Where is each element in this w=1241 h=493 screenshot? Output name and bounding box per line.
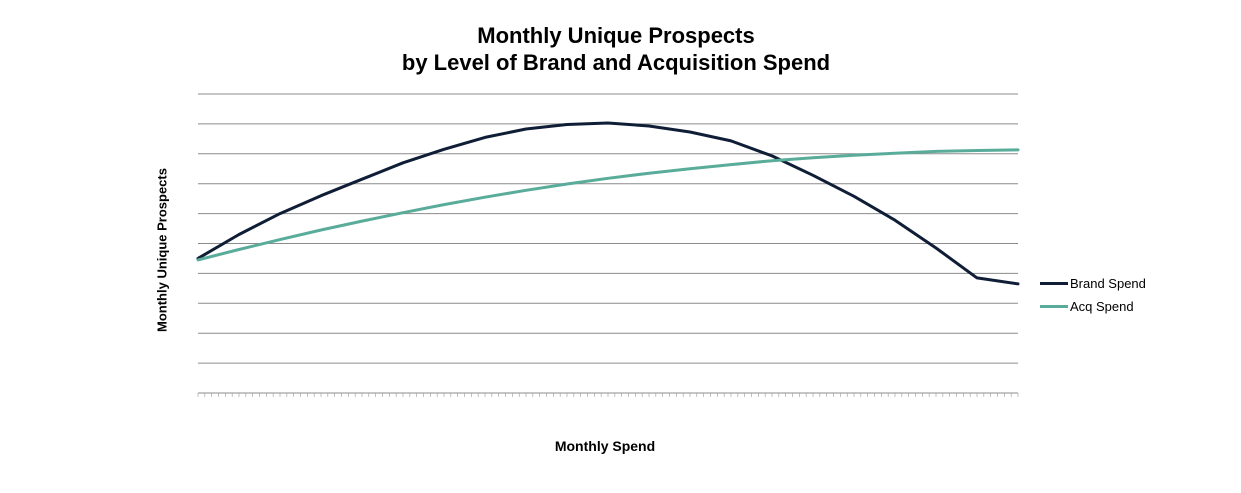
chart-title-line-2: by Level of Brand and Acquisition Spend: [401, 50, 831, 75]
chart-title: Monthly Unique Prospects by Level of Bra…: [0, 22, 1232, 76]
series-line-acq-spend: [196, 148, 1020, 262]
legend-item-acq-spend: Acq Spend: [1040, 295, 1146, 318]
legend-swatch-brand-spend: [1040, 282, 1068, 285]
legend: Brand Spend Acq Spend: [1040, 272, 1146, 318]
legend-label-acq-spend: Acq Spend: [1070, 299, 1134, 314]
legend-swatch-acq-spend: [1040, 305, 1068, 308]
x-axis-ticks: [197, 393, 1019, 397]
chart-title-line-1: Monthly Unique Prospects: [477, 23, 755, 48]
x-axis-label: Monthly Spend: [554, 438, 656, 454]
legend-item-brand-spend: Brand Spend: [1040, 272, 1146, 295]
series-line-brand-spend: [196, 121, 1020, 286]
legend-label-brand-spend: Brand Spend: [1070, 276, 1146, 291]
